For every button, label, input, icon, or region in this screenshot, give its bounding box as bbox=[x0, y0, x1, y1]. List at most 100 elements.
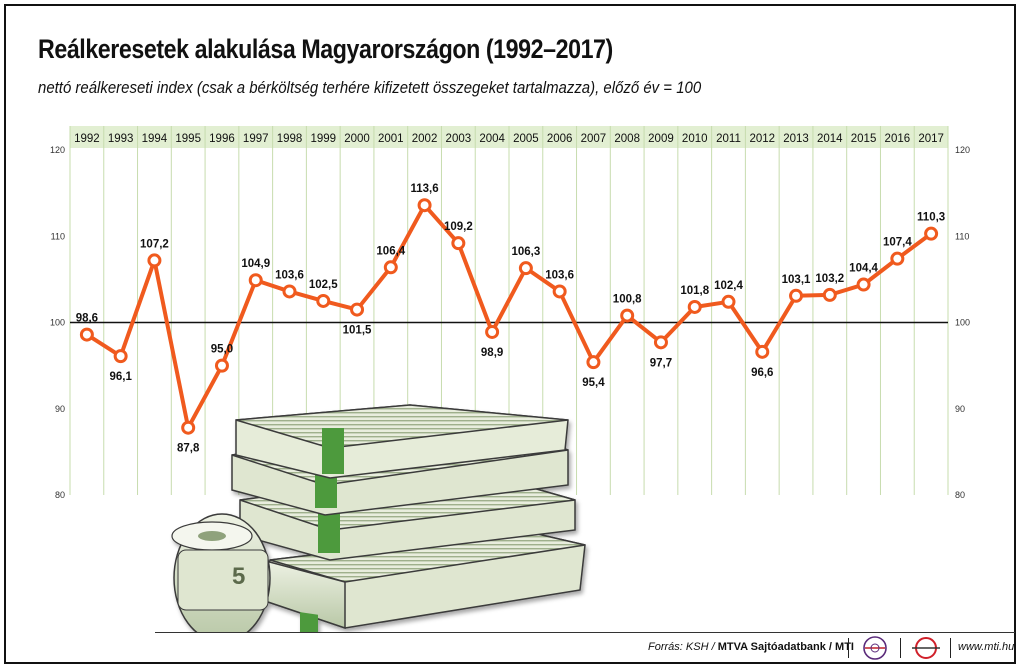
x-tick-label: 1997 bbox=[243, 133, 269, 145]
data-point bbox=[552, 284, 567, 299]
y-tick-label: 100 bbox=[955, 318, 970, 328]
y-tick-label: 110 bbox=[51, 231, 65, 241]
x-tick-label: 2002 bbox=[412, 133, 438, 145]
data-label: 103,1 bbox=[782, 274, 811, 286]
data-label: 101,8 bbox=[680, 285, 709, 297]
data-point bbox=[248, 273, 263, 288]
chart-title: Reálkeresetek alakulása Magyarországon (… bbox=[38, 34, 613, 64]
x-axis-years: 1992 1993 1994 1995 1996 1997 1998 1999 2000 2001… bbox=[74, 133, 944, 145]
data-point bbox=[755, 344, 770, 359]
data-label: 104,9 bbox=[241, 258, 270, 270]
x-tick-label: 1994 bbox=[142, 133, 168, 145]
data-point bbox=[653, 335, 668, 350]
data-label: 107,4 bbox=[883, 237, 912, 249]
x-tick-label: 2011 bbox=[716, 133, 741, 145]
data-point bbox=[451, 236, 466, 251]
data-label: 104,4 bbox=[849, 263, 878, 275]
x-tick-label: 2005 bbox=[513, 133, 539, 145]
data-label: 113,6 bbox=[410, 183, 438, 195]
data-point bbox=[856, 277, 871, 292]
money-stack-illustration: 5 bbox=[171, 404, 586, 632]
data-point bbox=[79, 327, 94, 342]
data-point bbox=[113, 349, 128, 364]
data-label: 103,6 bbox=[545, 269, 574, 281]
data-label: 100,8 bbox=[613, 294, 642, 306]
x-tick-label: 2000 bbox=[344, 133, 370, 145]
x-tick-label: 2013 bbox=[783, 133, 809, 145]
data-point bbox=[721, 294, 736, 309]
svg-text:5: 5 bbox=[232, 563, 245, 590]
x-tick-label: 2009 bbox=[648, 133, 674, 145]
data-label: 109,2 bbox=[444, 221, 473, 233]
y-tick-label: 80 bbox=[955, 490, 965, 500]
data-point bbox=[789, 288, 804, 303]
data-label: 97,7 bbox=[650, 357, 672, 369]
data-label: 95,0 bbox=[211, 344, 233, 356]
y-tick-label: 90 bbox=[955, 404, 965, 414]
x-tick-label: 1996 bbox=[209, 133, 235, 145]
data-point bbox=[383, 260, 398, 275]
data-label: 101,5 bbox=[343, 325, 372, 337]
data-point bbox=[181, 420, 196, 435]
series-line bbox=[85, 203, 933, 430]
y-tick-label: 100 bbox=[50, 318, 65, 328]
x-tick-label: 2012 bbox=[749, 133, 775, 145]
data-label: 96,6 bbox=[751, 367, 773, 379]
data-label: 98,6 bbox=[76, 313, 98, 325]
x-tick-label: 2008 bbox=[614, 133, 640, 145]
y-axis-right: 80 90 100 110 120 bbox=[955, 145, 970, 500]
x-tick-label: 2006 bbox=[547, 133, 573, 145]
line-chart: 80 90 100 110 120 80 90 100 110 120 1992 1993 1994… bbox=[50, 126, 970, 632]
data-label: 103,2 bbox=[815, 273, 844, 285]
series-polyline bbox=[85, 203, 933, 430]
data-label: 98,9 bbox=[481, 347, 503, 359]
mtva-logo-icon bbox=[863, 636, 887, 660]
x-tick-label: 2001 bbox=[378, 133, 404, 145]
footer-separator bbox=[848, 638, 849, 658]
source-prefix: Forrás: KSH / bbox=[648, 641, 715, 653]
y-tick-label: 90 bbox=[55, 404, 65, 414]
x-tick-label: 1993 bbox=[108, 133, 134, 145]
data-point bbox=[282, 284, 297, 299]
data-point bbox=[890, 251, 905, 266]
data-label: 102,5 bbox=[309, 279, 338, 291]
data-point bbox=[924, 226, 939, 241]
data-label: 95,4 bbox=[582, 377, 605, 389]
data-point bbox=[316, 293, 331, 308]
source-url: www.mti.hu bbox=[958, 641, 1015, 653]
footer-separator bbox=[950, 638, 951, 658]
data-point bbox=[147, 253, 162, 268]
data-label: 103,6 bbox=[275, 269, 304, 281]
x-tick-label: 2017 bbox=[918, 133, 944, 145]
x-tick-label: 1992 bbox=[74, 133, 100, 145]
chart-subtitle: nettó reálkereseti index (csak a bérkölt… bbox=[38, 78, 702, 97]
source-bold: MTVA Sajtóadatbank / MTI bbox=[717, 641, 854, 653]
x-tick-label: 1999 bbox=[310, 133, 336, 145]
x-tick-label: 2015 bbox=[851, 133, 877, 145]
y-tick-label: 80 bbox=[55, 490, 65, 500]
data-point bbox=[822, 287, 837, 302]
x-tick-label: 2004 bbox=[479, 133, 505, 145]
data-labels: 98,6 96,1 107,2 87,8 95,0 104,9 103,6 102,5 101,… bbox=[76, 183, 946, 455]
source-credit: Forrás: KSH / MTVA Sajtóadatbank / MTI bbox=[648, 641, 854, 653]
data-points bbox=[79, 198, 939, 435]
y-tick-label: 120 bbox=[955, 145, 970, 155]
data-point bbox=[417, 198, 432, 213]
x-tick-label: 1998 bbox=[277, 133, 303, 145]
data-point bbox=[350, 302, 365, 317]
data-point bbox=[518, 261, 533, 276]
x-tick-label: 2016 bbox=[885, 133, 911, 145]
x-tick-label: 2003 bbox=[446, 133, 472, 145]
data-point bbox=[687, 299, 702, 314]
data-label: 106,3 bbox=[511, 246, 540, 258]
data-label: 110,3 bbox=[917, 212, 945, 224]
x-tick-label: 2007 bbox=[581, 133, 607, 145]
data-label: 96,1 bbox=[109, 371, 132, 383]
y-tick-label: 110 bbox=[955, 231, 969, 241]
x-tick-label: 2014 bbox=[817, 133, 843, 145]
data-label: 107,2 bbox=[140, 238, 169, 250]
footer-separator bbox=[900, 638, 901, 658]
data-label: 102,4 bbox=[714, 280, 743, 292]
data-point bbox=[214, 358, 229, 373]
mti-logo-icon bbox=[912, 637, 940, 659]
